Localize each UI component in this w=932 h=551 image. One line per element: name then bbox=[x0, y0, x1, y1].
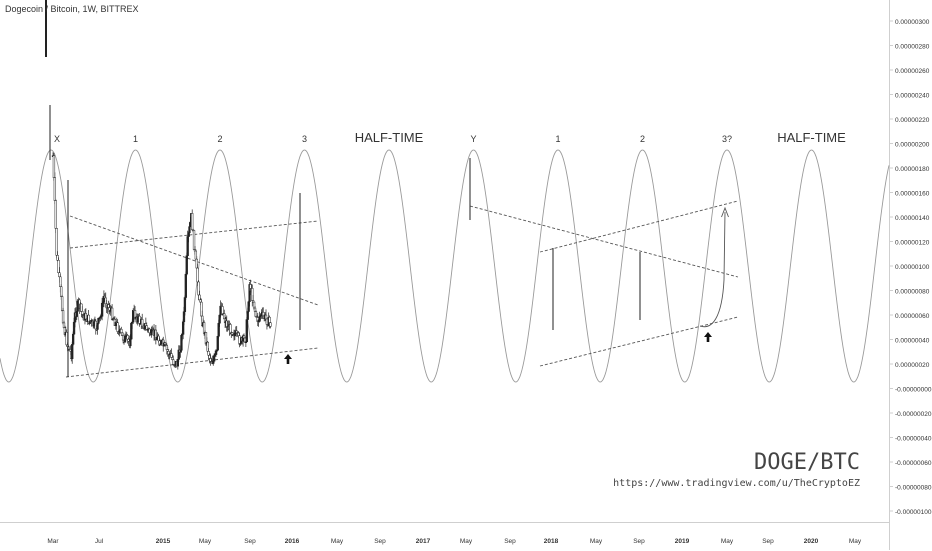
watermark-pair: DOGE/BTC bbox=[754, 450, 860, 475]
price-tick-label: 0.00000240 bbox=[895, 93, 930, 100]
cycle-label: 1 bbox=[555, 134, 560, 144]
candle-layer bbox=[45, 0, 641, 377]
candle-body bbox=[191, 213, 194, 231]
candle-body bbox=[116, 322, 119, 332]
cycle-label: 1 bbox=[133, 134, 138, 144]
symbol-title: Dogecoin / Bitcoin, 1W, BITTREX bbox=[5, 4, 139, 14]
cycle-label: HALF-TIME bbox=[777, 130, 846, 145]
time-tick-label: May bbox=[721, 538, 734, 545]
up-arrow-icon bbox=[704, 332, 712, 342]
time-tick-layer: Mar Jul 2015 May Sep 2016 May Sep 2017 May Sep 2018… bbox=[47, 538, 861, 545]
candle-body bbox=[245, 319, 248, 343]
cycle-label: 3 bbox=[302, 134, 307, 144]
annotation-layer bbox=[284, 206, 729, 364]
time-tick-label: 2018 bbox=[544, 538, 559, 545]
time-tick-label: 2017 bbox=[416, 538, 431, 545]
price-tick-label: 0.00000060 bbox=[895, 313, 930, 320]
time-tick-label: Jul bbox=[95, 538, 104, 545]
price-tick-label: 0.00000160 bbox=[895, 191, 930, 198]
candle-body bbox=[155, 336, 158, 341]
time-tick-label: Sep bbox=[504, 538, 516, 545]
price-tick-label: -0.00000100 bbox=[895, 509, 932, 516]
time-tick-label: May bbox=[849, 538, 862, 545]
candle-body bbox=[172, 359, 175, 365]
time-tick-label: May bbox=[199, 538, 212, 545]
cycle-label: 2 bbox=[640, 134, 645, 144]
candle-body bbox=[129, 338, 132, 347]
price-tick-label: 0.00000140 bbox=[895, 215, 930, 222]
candle-body bbox=[269, 322, 272, 327]
cycle-label: 2 bbox=[217, 134, 222, 144]
candle-body bbox=[71, 333, 75, 345]
time-tick-label: Sep bbox=[374, 538, 386, 545]
candle-body bbox=[55, 228, 58, 256]
price-scale[interactable] bbox=[889, 0, 932, 550]
candle-body bbox=[121, 335, 125, 341]
candle-body bbox=[221, 306, 224, 315]
support-line-2 bbox=[539, 316, 739, 367]
time-tick-label: Mar bbox=[47, 538, 59, 545]
cycle-sine-wave bbox=[0, 149, 890, 383]
price-tick-label: -0.00000020 bbox=[895, 411, 932, 418]
cycle-label: Y bbox=[470, 134, 476, 144]
candle-body bbox=[184, 273, 187, 298]
time-tick-label: 2016 bbox=[285, 538, 300, 545]
time-tick-label: 2015 bbox=[156, 538, 171, 545]
candle-body bbox=[71, 344, 74, 360]
candle-body bbox=[264, 314, 268, 320]
time-scale[interactable] bbox=[0, 522, 889, 551]
time-tick-label: May bbox=[460, 538, 473, 545]
upper-channel-2 bbox=[539, 200, 739, 253]
watermark-url: https://www.tradingview.com/u/TheCryptoE… bbox=[613, 478, 860, 489]
price-tick-label: -0.00000040 bbox=[895, 436, 932, 443]
cycle-label: X bbox=[54, 134, 60, 144]
projection-arrowhead-icon bbox=[721, 206, 729, 218]
price-tick-label: 0.00000180 bbox=[895, 166, 930, 173]
candle-body bbox=[196, 267, 199, 283]
time-tick-label: Sep bbox=[244, 538, 256, 545]
time-tick-label: Sep bbox=[762, 538, 774, 545]
price-tick-label: 0.00000200 bbox=[895, 142, 930, 149]
cycle-label: HALF-TIME bbox=[355, 130, 424, 145]
candle-body bbox=[54, 200, 57, 229]
sine-wave-layer bbox=[0, 149, 890, 383]
candle-body bbox=[120, 328, 123, 333]
candle-body bbox=[246, 311, 249, 320]
price-tick-label: -0.00000060 bbox=[895, 460, 932, 467]
support-line-1 bbox=[65, 347, 319, 378]
time-tick-label: May bbox=[590, 538, 603, 545]
projection-path bbox=[699, 211, 726, 328]
candle-body bbox=[53, 177, 57, 201]
price-tick-label: 0.00000020 bbox=[895, 362, 930, 369]
price-tick-label: 0.00000100 bbox=[895, 264, 930, 271]
trendline-layer bbox=[65, 200, 739, 378]
resistance-line-1 bbox=[69, 215, 319, 306]
cycle-label: 3? bbox=[722, 134, 732, 144]
candle-body bbox=[216, 336, 219, 351]
resistance-line-2 bbox=[469, 205, 739, 278]
time-tick-label: 2019 bbox=[675, 538, 690, 545]
up-arrow-icon bbox=[284, 354, 292, 364]
price-tick-label: 0.00000120 bbox=[895, 240, 930, 247]
price-tick-label: 0.00000300 bbox=[895, 19, 930, 26]
price-tick-label: -0.00000000 bbox=[895, 387, 932, 394]
time-tick-label: Sep bbox=[633, 538, 645, 545]
candle-body bbox=[268, 316, 271, 323]
time-tick-label: May bbox=[331, 538, 344, 545]
candle-body bbox=[188, 226, 191, 234]
candle-body bbox=[219, 305, 222, 316]
price-tick-label: 0.00000280 bbox=[895, 44, 930, 51]
price-tick-label: 0.00000220 bbox=[895, 117, 930, 124]
price-tick-label: 0.00000080 bbox=[895, 289, 930, 296]
cycle-label-layer: X 1 2 3 HALF-TIME Y 1 2 3? HALF-TIME bbox=[54, 130, 846, 145]
upper-channel-1 bbox=[69, 220, 319, 249]
price-tick-label: 0.00000260 bbox=[895, 68, 930, 75]
price-tick-label: -0.00000080 bbox=[895, 485, 932, 492]
price-tick-label: 0.00000040 bbox=[895, 338, 930, 345]
time-tick-label: 2020 bbox=[804, 538, 819, 545]
price-tick-layer: 0.00000300 0.00000280 0.00000260 0.00000240… bbox=[889, 19, 932, 516]
